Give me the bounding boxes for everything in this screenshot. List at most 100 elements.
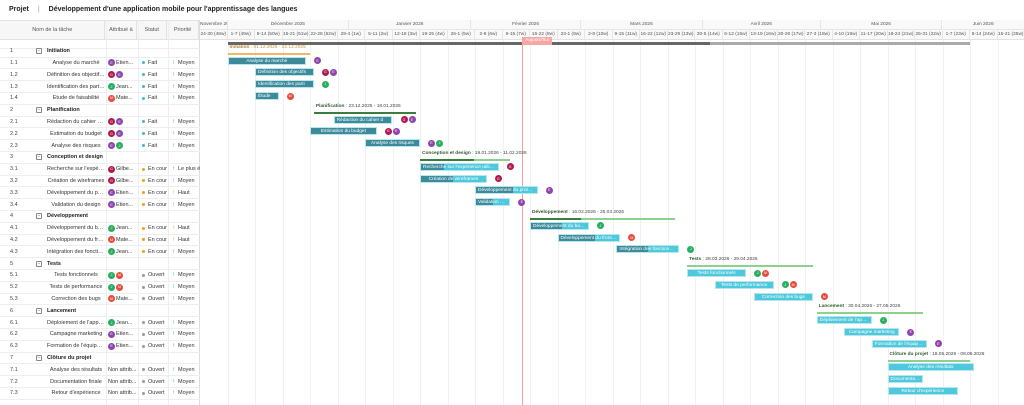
avatar[interactable]: E (428, 139, 435, 147)
avatar[interactable]: E (116, 118, 123, 126)
task-name[interactable]: Validation du design (51, 201, 101, 208)
task-bar[interactable]: Étude de faisabilité (255, 92, 279, 100)
task-name[interactable]: Documentation finale (50, 378, 102, 385)
task-name[interactable]: Tests fonctionnels (54, 272, 98, 279)
task-name[interactable]: Analyse du marché (52, 59, 100, 66)
avatar[interactable]: J (754, 269, 762, 277)
status-cell[interactable]: En cour (142, 249, 167, 255)
collapse-icon[interactable]: − (36, 213, 42, 220)
avatar[interactable]: M (286, 92, 294, 100)
avatar[interactable]: M (789, 281, 797, 289)
status-cell[interactable]: Fait (142, 95, 157, 101)
breadcrumb-project[interactable]: Projet (9, 6, 29, 13)
task-name[interactable]: Campagne marketing (49, 331, 103, 338)
task-name[interactable]: Développement du prototype (47, 189, 105, 196)
table-row[interactable]: 4.2 Développement du frontendMMate... En c… (0, 235, 200, 247)
table-row[interactable]: 2.2 Estimation du budget G E Fait ↑ Moyen (0, 128, 200, 141)
task-bar[interactable]: Développement du backend (530, 221, 589, 230)
avatar[interactable]: E (907, 328, 915, 336)
avatar[interactable]: E (408, 116, 416, 124)
task-bar[interactable]: Validation du design (475, 198, 511, 207)
section-row[interactable]: 6 − Lancement (0, 305, 200, 318)
priority-cell[interactable]: ↑ Moyen (172, 296, 200, 302)
avatar[interactable]: E (108, 189, 115, 197)
priority-cell[interactable]: ↑ Moyen (172, 178, 200, 184)
avatar[interactable]: G (108, 130, 115, 138)
priority-cell[interactable]: ↑ Moyen (172, 60, 200, 66)
avatar[interactable]: E (314, 57, 322, 65)
collapse-icon[interactable]: − (36, 354, 42, 361)
table-row[interactable]: 3.3 Développement du prototypeEEtien... En… (0, 187, 200, 200)
task-name[interactable]: Planification (47, 107, 80, 114)
priority-cell[interactable]: ↑ Moyen (172, 367, 200, 373)
priority-cell[interactable]: ↑ Moyen (172, 320, 200, 326)
task-bar[interactable]: Retour d'expérience (887, 387, 959, 395)
priority-cell[interactable]: ↑ Moyen (172, 249, 200, 255)
section-row[interactable]: 1 − Initiation (0, 46, 200, 58)
status-cell[interactable]: Fait (142, 72, 157, 78)
table-row[interactable]: 5.3 Correction des bugs M Mate... Ouvert ↑ Moy… (0, 294, 200, 306)
task-bar[interactable]: Formation de l'équipe support (871, 339, 927, 348)
task-bar[interactable]: Développement du frontend (557, 233, 621, 242)
priority-cell[interactable]: ↑ Moyen (172, 272, 200, 278)
column-header-assignee[interactable]: Attribué à (105, 21, 138, 39)
table-row[interactable]: 6.1 Déploiement de l'applicationJJean... O… (0, 317, 200, 329)
task-name[interactable]: Déploiement de l'application (47, 319, 105, 326)
status-cell[interactable]: Ouvert (142, 367, 165, 373)
priority-cell[interactable]: ↑ Moyen (172, 143, 200, 149)
priority-cell[interactable]: ↑ Moyen (172, 284, 200, 290)
avatar[interactable]: G (108, 177, 115, 185)
avatar[interactable]: M (108, 236, 115, 244)
status-cell[interactable]: En cour (142, 166, 167, 172)
table-row[interactable]: 2.3 Analyse des risques E J Fait ↑ Moyen (0, 140, 200, 152)
task-bar[interactable]: Développement du prototype (475, 186, 538, 195)
priority-cell[interactable]: ↑ Moyen (172, 331, 200, 337)
task-name[interactable]: Développement du frontend (47, 236, 105, 243)
task-name[interactable]: Identification des parties prenantes (47, 83, 105, 90)
task-bar[interactable]: Correction des bugs (753, 292, 813, 301)
table-row[interactable]: 2.1 Rédaction du cahier des chargesGE Fait… (0, 117, 200, 129)
assignee-cell[interactable]: E Etien... (108, 59, 138, 67)
task-name[interactable]: Analyse des risques (51, 142, 101, 149)
column-header-name[interactable]: Nom de la tâche (0, 21, 106, 39)
priority-cell[interactable]: ↑ Moyen (172, 390, 200, 396)
avatar[interactable]: E (545, 186, 553, 194)
section-row[interactable]: 7 − Clôture du projet (0, 353, 200, 365)
task-name[interactable]: Développement du backend (47, 225, 105, 232)
collapse-icon[interactable]: − (36, 48, 42, 55)
avatar[interactable]: M (108, 94, 115, 102)
avatar[interactable]: M (820, 293, 828, 301)
avatar[interactable]: E (116, 130, 123, 138)
status-cell[interactable]: Ouvert (142, 343, 165, 349)
task-name[interactable]: Création de wireframes (47, 177, 105, 184)
task-name[interactable]: Analyse des résultats (49, 366, 103, 373)
avatar[interactable]: E (329, 68, 337, 76)
task-name[interactable]: Initiation (47, 48, 70, 55)
table-row[interactable]: 7.3 Retour d'expérience Non attrib... Ouver… (0, 388, 200, 400)
priority-cell[interactable]: ↑ Moyen (172, 95, 200, 101)
task-bar[interactable]: Identification des parties prenantes (255, 80, 314, 89)
task-name[interactable]: Retour d'expérience (51, 390, 101, 397)
column-header-status[interactable]: Statut (137, 21, 168, 39)
status-cell[interactable]: Ouvert (142, 390, 165, 396)
table-row[interactable]: 5.1 Tests fonctionnels J M Ouvert ↑ Moyen (0, 270, 200, 282)
avatar[interactable]: E (392, 127, 400, 135)
status-cell[interactable]: Ouvert (142, 284, 165, 290)
status-cell[interactable]: Ouvert (142, 272, 165, 278)
section-bar[interactable] (530, 218, 676, 220)
section-row[interactable]: 3 − Conception et design (0, 152, 200, 164)
status-cell[interactable]: En cour (142, 225, 167, 231)
collapse-icon[interactable]: − (36, 260, 42, 267)
assignee-cell[interactable]: G Gilbe... (108, 177, 138, 185)
priority-cell[interactable]: ↑ Moyen (172, 343, 200, 349)
avatar[interactable]: J (687, 245, 695, 253)
assignee-cell[interactable]: J Jean... (108, 319, 138, 327)
priority-cell[interactable]: ↑ Moyen (172, 84, 200, 90)
assignee-cell[interactable]: E Etien... (108, 330, 138, 338)
task-name[interactable]: Intégration des fonctionnalités (47, 248, 105, 255)
task-bar[interactable]: Création de wireframes (420, 174, 487, 183)
priority-cell[interactable]: ↑ Haut (172, 225, 200, 231)
avatar[interactable]: J (108, 224, 115, 232)
